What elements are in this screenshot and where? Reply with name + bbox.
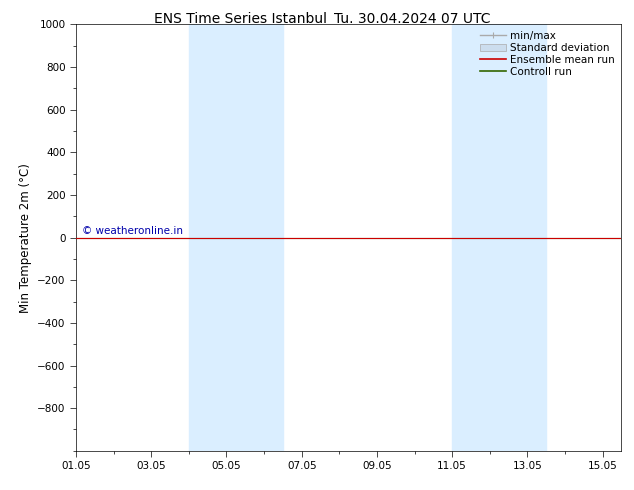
Bar (189, 24, 283, 451)
Legend: min/max, Standard deviation, Ensemble mean run, Controll run: min/max, Standard deviation, Ensemble me… (477, 27, 618, 80)
Text: © weatheronline.in: © weatheronline.in (82, 225, 183, 236)
Y-axis label: Min Temperature 2m (°C): Min Temperature 2m (°C) (19, 163, 32, 313)
Text: Tu. 30.04.2024 07 UTC: Tu. 30.04.2024 07 UTC (334, 12, 490, 26)
Text: ENS Time Series Istanbul: ENS Time Series Istanbul (155, 12, 327, 26)
Bar (452, 24, 546, 451)
